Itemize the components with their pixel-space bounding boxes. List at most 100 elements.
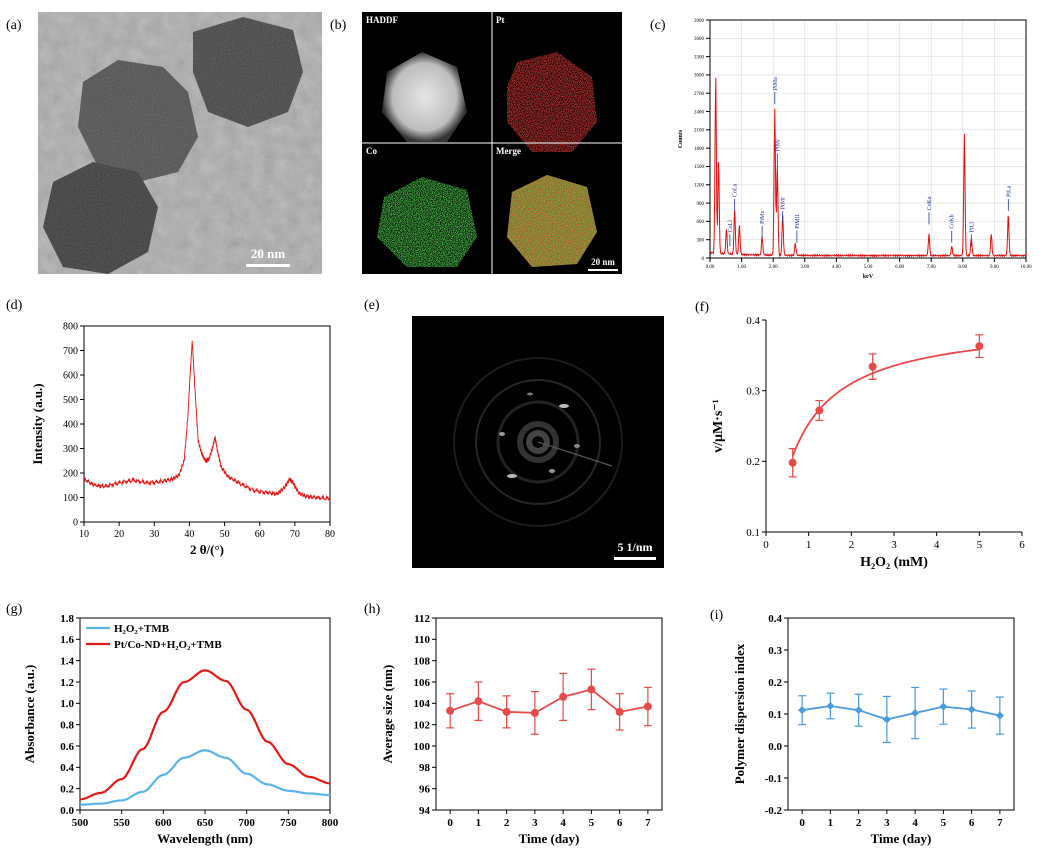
x-tick-label-0: 500: [72, 817, 89, 829]
y-axis-title: Counts: [678, 129, 684, 148]
y-tick-label-3: 0.4: [746, 315, 760, 327]
y-tick-label-2: 600: [697, 220, 705, 225]
x-tick-label-7: 7.00: [927, 265, 936, 270]
y-tick-label-2: 0.0: [768, 741, 782, 753]
eds-scale-bar-label: 20 nm: [591, 257, 615, 267]
series-line-0: [79, 749, 331, 806]
x-tick-label-5: 5.00: [864, 265, 873, 270]
x-tick-label-4: 4.00: [832, 265, 841, 270]
data-point-7: [643, 702, 652, 711]
y-tick-label-1: 0.2: [746, 456, 760, 468]
data-point-2: [854, 706, 863, 715]
x-tick-label-0: 0: [799, 817, 805, 829]
y-tick-label-0: -0.2: [765, 805, 783, 817]
eds-annotation-label-7: CoKa: [927, 196, 933, 210]
eds-annotation-label-1: CoLl: [728, 220, 734, 233]
panel-label-c: (c): [650, 18, 666, 33]
x-tick-label-0: 0: [763, 539, 769, 551]
y-tick-label-2: 0.3: [746, 386, 760, 398]
y-axis-title: v/μM·s⁻¹: [711, 399, 726, 453]
data-point-5: [587, 685, 596, 694]
x-tick-label-2: 2: [849, 539, 855, 551]
y-tick-label-0: 0.0: [60, 805, 74, 817]
y-tick-label-4: 0.2: [768, 677, 782, 689]
y-axis-title: Polymer dispersion index: [732, 643, 747, 784]
y-tick-label-1: 0.2: [60, 784, 74, 796]
x-tick-label-5: 5: [589, 817, 595, 829]
michaelis-menten-fit-curve: [791, 348, 980, 457]
x-tick-label-6: 6: [1019, 539, 1025, 551]
kinetics-chart: 0 1 2 3 4 5 6 0.1 0.2 0.3 0.4 H₂O₂ (mM) v/μM·s⁻¹: [711, 315, 1025, 570]
y-tick-label-9: 1.8: [60, 613, 74, 625]
x-tick-label-3: 3: [532, 817, 538, 829]
x-axis-title: Time (day): [519, 831, 580, 846]
x-tick-label-6: 70: [290, 529, 300, 540]
y-tick-label-10: 3000: [694, 74, 705, 79]
eds-annotation-label-6: PtMII: [795, 214, 801, 228]
panel-label-e: (e): [364, 298, 380, 313]
y-tick-label-9: 2700: [694, 92, 705, 97]
x-tick-label-8: 8.00: [958, 265, 967, 270]
data-point-2: [868, 362, 877, 371]
x-tick-label-0: 0: [447, 817, 453, 829]
y-tick-label-1: 300: [697, 238, 705, 243]
y-tick-label-0: 0: [73, 518, 78, 529]
legend-label-1: Pt/Co-ND+H₂O₂+TMB: [114, 639, 222, 651]
data-point-0: [798, 706, 807, 715]
panel-label-b: (b): [330, 18, 347, 33]
y-tick-label-7: 2100: [694, 129, 705, 134]
y-tick-label-6: 1800: [694, 147, 705, 152]
x-tick-label-7: 7: [997, 817, 1003, 829]
y-tick-label-8: 1.6: [60, 634, 74, 646]
y-tick-label-7: 108: [414, 656, 431, 668]
absorbance-chart: 500 550 600 650 700 750 800 0.0 0.2 0.4 0.6 0.8 1.0 1…: [22, 613, 339, 846]
y-tick-label-11: 3300: [694, 55, 705, 60]
data-point-7: [995, 711, 1004, 720]
trend-line: [801, 705, 1001, 721]
saed-pattern: 5 1/nm: [412, 316, 664, 568]
saed-scale-bar-label: 5 1/nm: [617, 540, 652, 554]
y-tick-label-5: 104: [414, 698, 431, 710]
eds-spectrum-chart: 0.00 1.00 2.00 3.00 4.00 5.00 6.00 7.00 8.00 9.00…: [678, 19, 1032, 280]
x-tick-label-2: 2: [856, 817, 862, 829]
x-tick-label-4: 4: [934, 539, 940, 551]
x-tick-label-5: 750: [280, 817, 297, 829]
x-axis-title: 2 θ/(°): [190, 542, 224, 557]
y-tick-label-3: 0.1: [768, 709, 782, 721]
data-point-0: [446, 706, 455, 715]
series-line-1: [79, 669, 331, 801]
eds-annotation-label-0: CoLa: [733, 183, 739, 197]
data-point-1: [474, 697, 483, 706]
x-tick-label-3: 3.00: [800, 265, 809, 270]
y-tick-label-2: 200: [63, 469, 78, 480]
y-tick-label-9: 112: [414, 613, 430, 625]
y-tick-label-12: 3600: [694, 37, 705, 42]
x-tick-label-2: 2: [504, 817, 510, 829]
eds-label-pt: Pt: [496, 15, 505, 25]
y-tick-label-8: 800: [63, 322, 78, 333]
x-tick-label-7: 80: [325, 529, 335, 540]
x-tick-label-1: 1: [828, 817, 834, 829]
x-tick-label-0: 0.00: [706, 265, 715, 270]
panel-label-a: (a): [6, 18, 22, 33]
y-tick-label-4: 1200: [694, 184, 705, 189]
x-tick-label-1: 1: [806, 539, 812, 551]
data-point-1: [826, 702, 835, 710]
x-tick-label-10: 10.00: [1020, 265, 1032, 270]
y-tick-label-7: 700: [63, 346, 78, 357]
data-point-1: [815, 406, 824, 415]
eds-spectrum-line: [709, 77, 1027, 258]
x-tick-label-0: 10: [79, 529, 89, 540]
y-tick-label-4: 102: [414, 720, 431, 732]
data-point-5: [939, 702, 948, 711]
panel-label-d: (d): [6, 298, 23, 313]
x-tick-label-7: 7: [645, 817, 651, 829]
xrd-chart: 10 20 30 40 50 60 70 80010020030040050060070080…: [30, 322, 335, 558]
x-tick-label-3: 3: [891, 539, 897, 551]
trend-line: [449, 688, 649, 714]
y-tick-label-0: 94: [419, 805, 431, 817]
x-tick-label-3: 650: [197, 817, 214, 829]
x-tick-label-2: 2.00: [769, 265, 778, 270]
x-tick-label-2: 30: [149, 529, 159, 540]
x-axis-title: H₂O₂ (mM): [860, 555, 928, 570]
